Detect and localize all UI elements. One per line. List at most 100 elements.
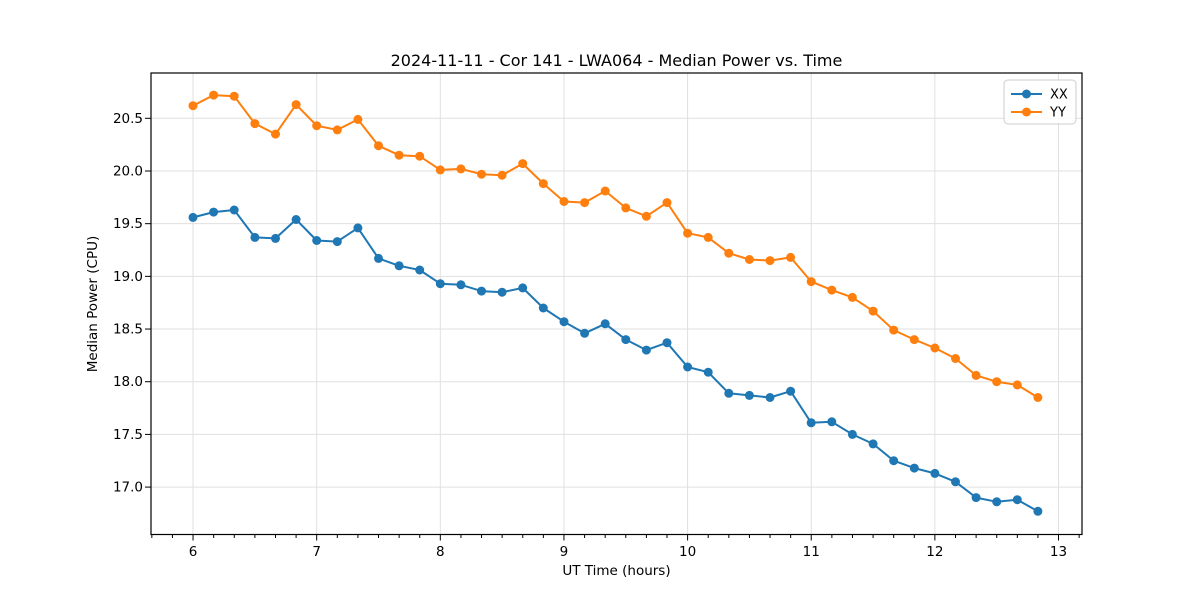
series-layer [188, 90, 1043, 516]
series-xx-marker [724, 388, 734, 398]
series-xx-marker [188, 212, 198, 222]
series-yy-marker [600, 186, 610, 196]
series-yy-marker [332, 125, 342, 135]
series-xx-marker [456, 280, 466, 290]
x-tick-label: 6 [189, 544, 198, 560]
series-xx-marker [518, 283, 528, 293]
series-yy-marker [497, 170, 507, 180]
y-tick-label: 19.0 [113, 269, 143, 285]
legend-marker-yy [1022, 107, 1031, 117]
series-yy-marker [930, 343, 940, 353]
x-tick-label: 8 [436, 544, 445, 560]
series-xx-marker [951, 477, 960, 487]
series-xx-marker [827, 417, 837, 427]
series-yy-marker [827, 285, 837, 295]
series-yy-marker [992, 377, 1002, 387]
series-yy-marker [951, 354, 960, 363]
series-yy-marker [786, 252, 796, 262]
series-yy-marker [744, 255, 754, 264]
series-xx-marker [909, 463, 919, 473]
series-xx-marker [332, 237, 342, 247]
x-tick-label: 12 [926, 544, 943, 560]
series-yy-marker [847, 292, 857, 302]
series-yy-marker [1033, 393, 1043, 402]
legend-label-yy: YY [1049, 106, 1066, 121]
series-xx-marker [1012, 495, 1022, 505]
series-xx-marker [806, 418, 816, 428]
series-xx-marker [600, 319, 610, 329]
series-xx-marker [209, 207, 219, 217]
series-yy-marker [580, 198, 590, 208]
series-xx-marker [415, 265, 425, 275]
y-axis-label: Median Power (CPU) [85, 236, 101, 372]
series-yy-marker [662, 198, 672, 208]
y-tick-label: 18.5 [113, 322, 143, 338]
series-yy-marker [394, 150, 404, 160]
legend-label-xx: XX [1050, 88, 1068, 103]
series-xx-marker [847, 429, 857, 439]
series-xx-marker [271, 233, 280, 243]
series-yy-line [192, 94, 1039, 399]
x-tick-label: 7 [312, 544, 321, 560]
series-xx-marker [435, 279, 445, 289]
legend-marker-xx [1022, 89, 1031, 99]
series-xx-marker [889, 456, 899, 466]
y-tick-label: 20.0 [113, 163, 143, 179]
series-xx-marker [786, 386, 796, 396]
series-yy-marker [765, 256, 775, 266]
series-xx-marker [394, 261, 404, 271]
series-yy-marker [518, 159, 528, 169]
x-tick-label: 9 [560, 544, 569, 560]
series-xx-marker [312, 236, 322, 245]
series-yy-marker [250, 119, 260, 129]
grid-layer [151, 73, 1082, 535]
x-tick-label: 10 [679, 544, 696, 560]
series-xx-marker [291, 215, 301, 224]
series-xx-marker [868, 439, 878, 449]
series-yy-marker [353, 114, 363, 124]
x-axis-label: UT Time (hours) [562, 563, 670, 579]
y-tick-label: 17.0 [113, 480, 143, 496]
series-yy-marker [1012, 380, 1022, 390]
series-xx-marker [559, 317, 569, 327]
series-xx-marker [497, 287, 507, 297]
series-yy-marker [209, 90, 219, 100]
series-yy-marker [621, 203, 631, 213]
series-yy-marker [806, 277, 816, 287]
series-xx-marker [250, 232, 260, 242]
plot-border [150, 72, 1083, 536]
series-yy-marker [971, 370, 981, 380]
x-tick-label: 11 [803, 544, 820, 560]
series-yy-marker [641, 211, 651, 221]
series-xx-marker [353, 223, 363, 233]
series-yy-marker [415, 151, 425, 161]
series-xx-marker [621, 335, 631, 345]
chart-title: 2024-11-11 - Cor 141 - LWA064 - Median P… [391, 51, 843, 70]
series-yy-marker [477, 169, 486, 179]
legend: XX YY [1003, 79, 1077, 125]
series-yy-marker [456, 164, 466, 174]
y-tick-label: 17.5 [113, 427, 143, 443]
series-yy-marker [188, 101, 198, 111]
series-xx-marker [538, 303, 548, 313]
series-yy-marker [374, 141, 383, 151]
axis-ticks-layer: 6 7 8 9 10 11 12 13 17.0 17.5 18.0 18.5 19.0 19.5 20.0… [113, 111, 1080, 560]
y-tick-label: 18.0 [113, 374, 143, 390]
series-xx-marker [765, 393, 775, 402]
x-tick-label: 13 [1050, 544, 1067, 560]
series-yy-marker [909, 335, 919, 345]
series-yy-marker [291, 100, 301, 110]
series-xx-marker [641, 345, 651, 355]
series-xx-marker [229, 205, 239, 215]
series-xx-marker [1033, 506, 1043, 516]
series-yy-marker [889, 325, 899, 335]
series-xx-marker [703, 367, 713, 377]
series-xx-marker [580, 328, 590, 338]
series-yy-marker [271, 129, 280, 139]
series-yy-marker [435, 165, 445, 175]
series-xx-marker [683, 362, 693, 372]
series-yy-marker [703, 232, 713, 242]
series-yy-marker [559, 197, 569, 206]
